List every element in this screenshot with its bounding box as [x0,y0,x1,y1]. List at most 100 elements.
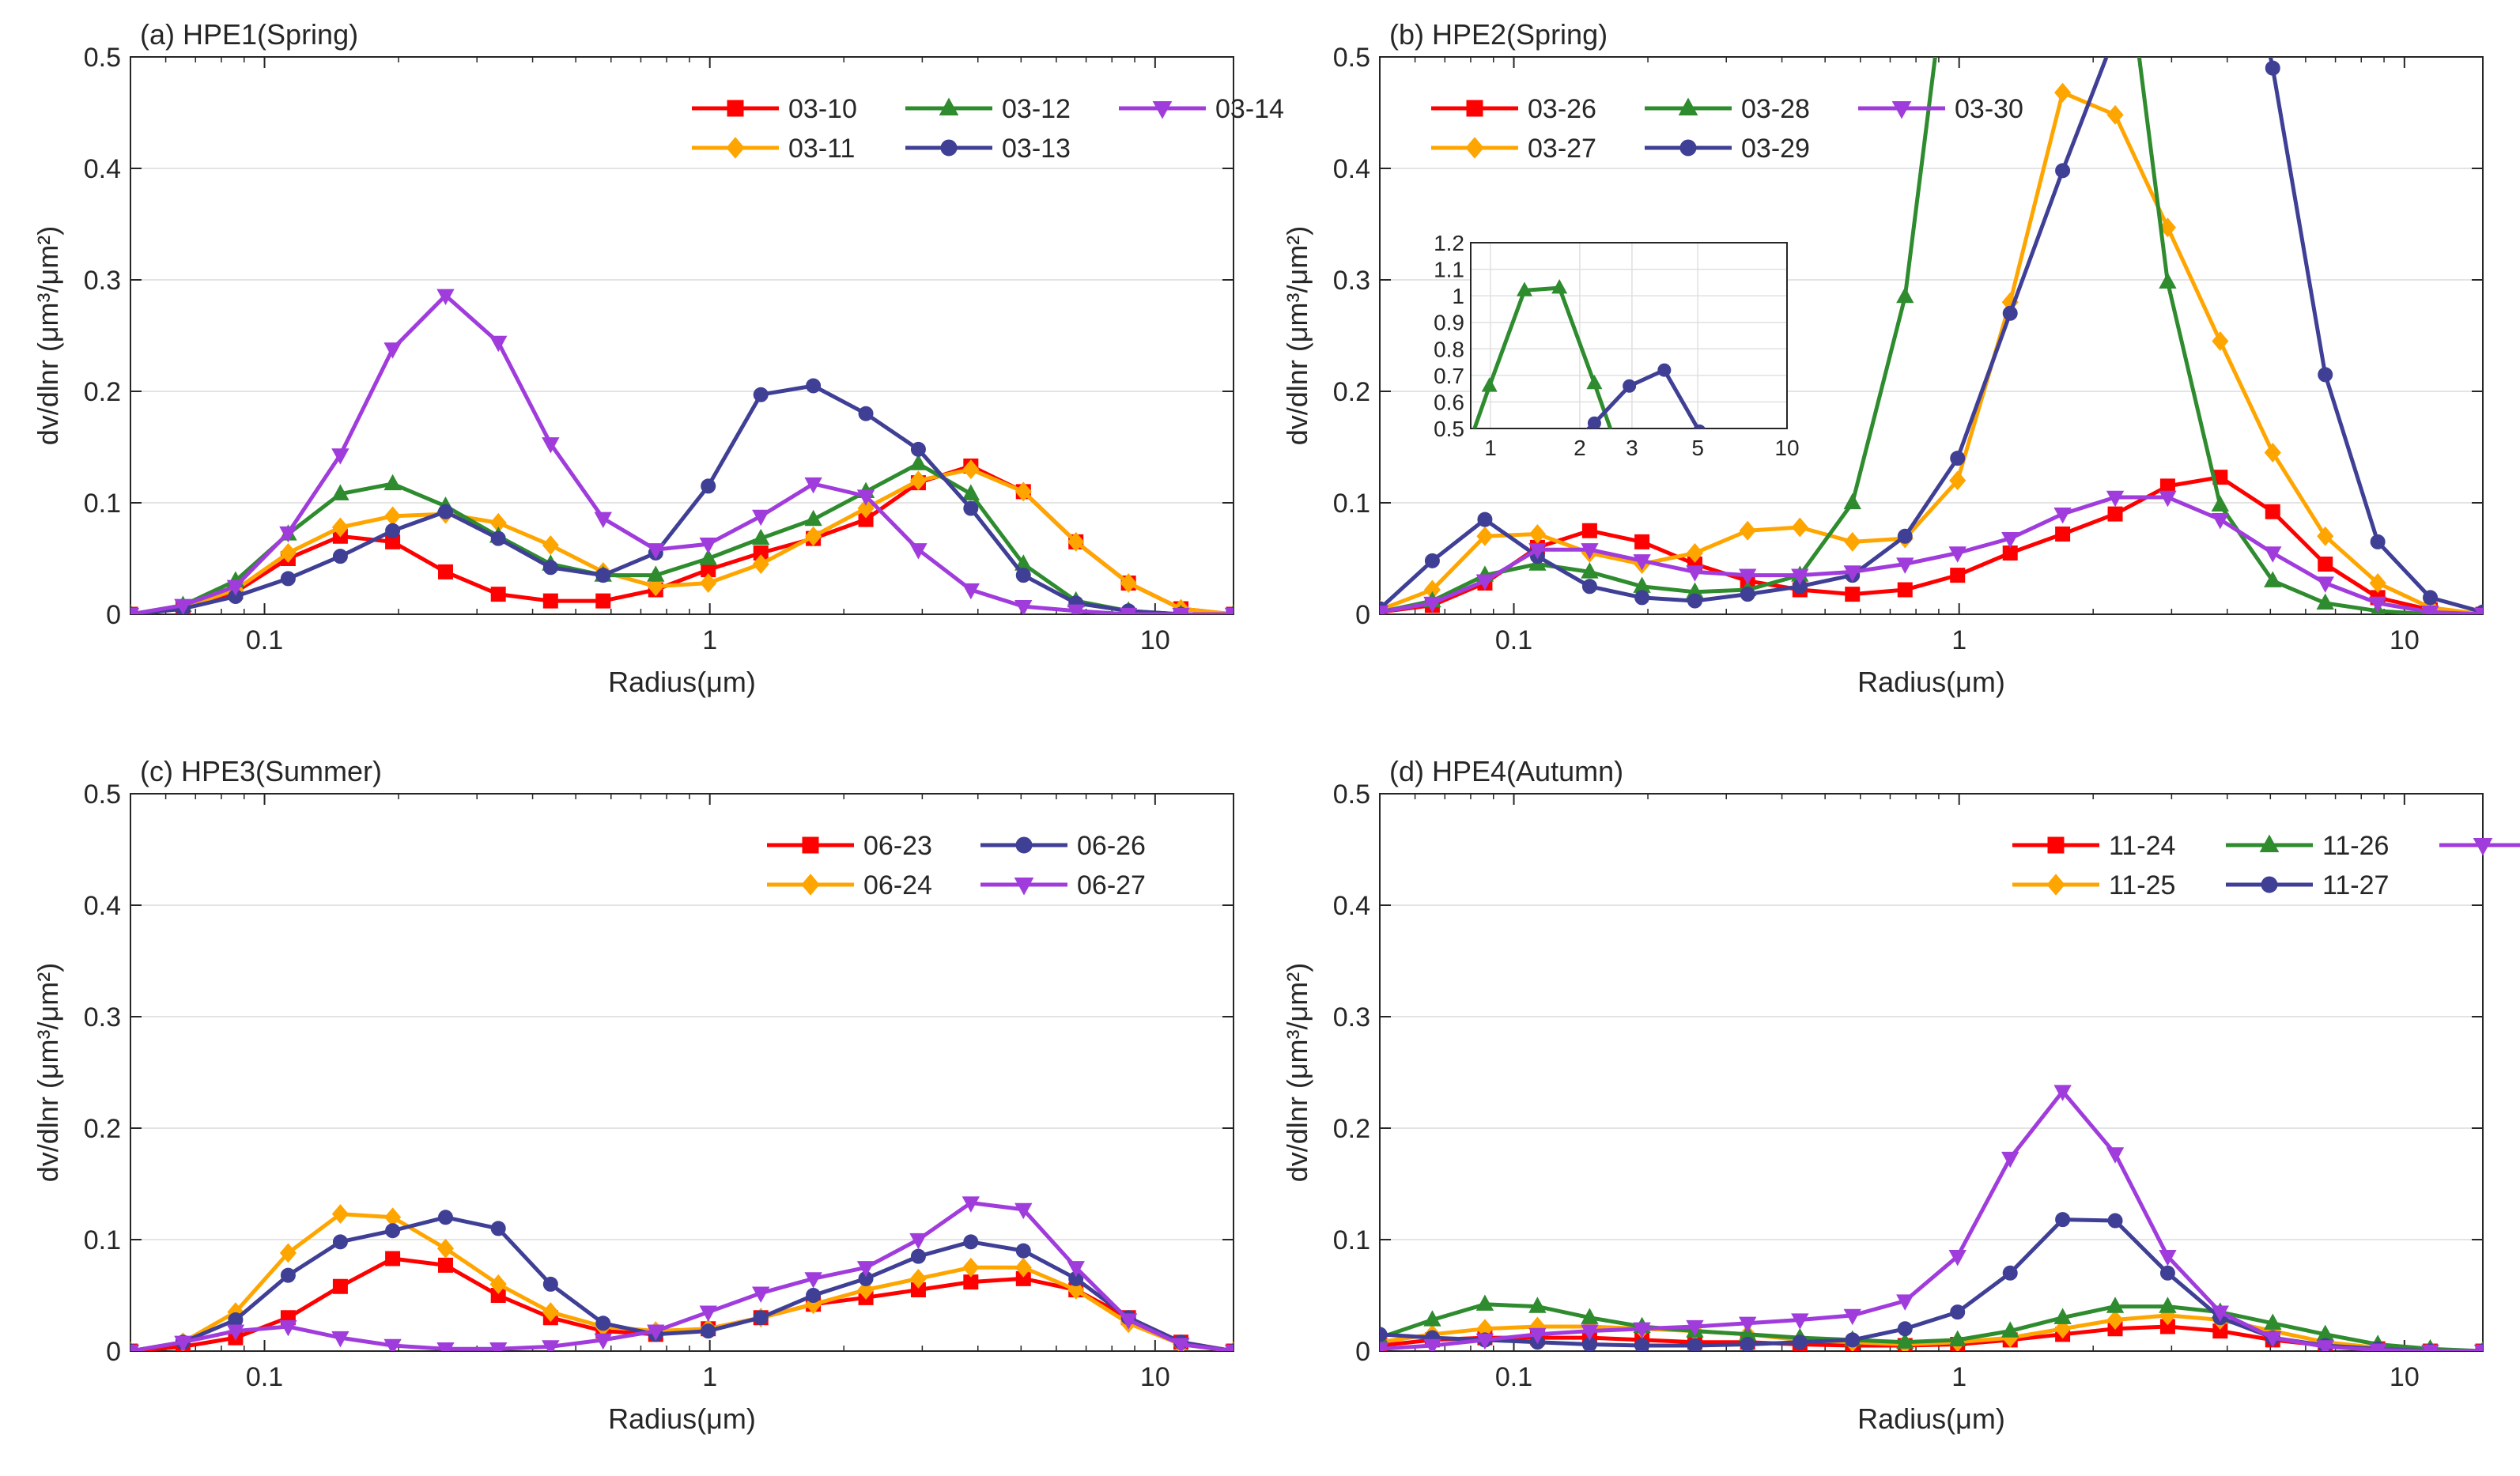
data-point-03-11 [331,517,349,538]
inset-y-tick-label: 0.5 [1434,417,1464,441]
series-line-03-13 [130,383,1234,614]
series-group [1380,1085,2483,1351]
data-point-06-27 [752,1286,770,1303]
data-point-06-27 [130,1344,140,1351]
data-point-03-30 [1843,565,1861,582]
data-point-03-12 [699,549,717,565]
data-point-03-27 [2264,443,2281,463]
legend-label: 03-10 [788,94,857,124]
y-tick-label: 0 [106,600,121,630]
x-axis-label: Radius(μm) [1857,666,2005,698]
data-point-03-13 [858,406,874,421]
data-point-11-26 [2053,1308,2072,1324]
data-point-03-11 [1014,481,1032,502]
data-point-03-14 [174,598,192,614]
inset-data-point-03-29 [1587,416,1601,428]
data-point-06-24 [962,1257,980,1278]
series-line-06-24 [130,1212,1234,1351]
data-point-03-29 [1740,587,1755,602]
y-tick-label: 0.3 [1333,1002,1370,1032]
legend-label: 03-13 [1002,134,1071,164]
inset-y-tick-label: 1 [1452,284,1464,308]
data-point-11-28 [1528,1327,1547,1345]
data-point-03-14 [699,538,717,554]
legend-marker [801,874,820,896]
data-point-11-26 [2159,1297,2177,1313]
data-point-06-27 [542,1340,560,1351]
data-point-03-30 [1948,546,1967,563]
inset-data-point-03-29 [1623,379,1637,393]
data-point-03-13 [542,560,558,576]
series-line-06-27 [130,1201,1234,1351]
data-point-03-14 [647,543,665,560]
y-axis-label: dv/dlnr (μm³/μm²) [32,226,64,445]
data-point-03-30 [1791,568,1809,585]
inset-series-line-03-28 [1472,285,1613,428]
data-point-11-26 [2001,1321,2019,1338]
inset-y-tick-label: 0.8 [1434,337,1464,361]
data-point-03-14 [383,342,402,359]
data-point-03-30 [1475,574,1494,591]
data-point-03-30 [1686,565,1704,582]
legend-label: 03-27 [1528,134,1596,164]
legend-label: 03-26 [1528,94,1596,124]
panel-3: 0 0.1 0.2 0.3 0.4 0.5 0.1 1 10 Radius(μm) dv/dlnr … [32,755,1234,1435]
x-tick-label: 1 [702,1362,717,1392]
data-point-11-27 [2002,1265,2018,1281]
data-point-06-27 [383,1338,402,1351]
data-point-11-26 [2106,1297,2125,1313]
data-point-03-30 [2473,607,2483,614]
data-point-03-30 [1528,543,1547,560]
data-point-03-11 [909,470,927,491]
data-point-03-29 [2423,590,2439,606]
y-tick-label: 0.2 [84,377,121,407]
panel-1: 0 0.1 0.2 0.3 0.4 0.5 0.1 1 10 Radius(μm) dv/dlnr … [32,18,1284,698]
data-point-06-26 [332,1234,348,1250]
data-point-03-14 [752,509,770,527]
data-point-11-28 [1633,1322,1651,1339]
data-point-06-26 [701,1323,716,1339]
data-point-03-14 [909,543,928,560]
data-point-11-28 [2421,1344,2439,1351]
data-point-06-26 [1015,1243,1031,1259]
data-point-03-29 [2265,60,2280,76]
data-point-03-26 [1845,587,1861,602]
data-point-11-28 [2106,1147,2125,1164]
legend: 03-26 03-27 03-28 03-29 03-30 [1431,94,2023,164]
data-point-03-26 [2055,526,2071,542]
data-point-06-27 [909,1233,928,1250]
data-point-06-27 [699,1305,717,1322]
data-point-11-26 [1475,1294,1494,1311]
data-point-11-27 [2159,1265,2175,1281]
data-point-11-27 [1845,1332,1861,1348]
data-point-11-28 [1686,1319,1704,1337]
series-group [130,289,1234,614]
series-line-03-26 [1380,475,2483,614]
panel-title: (d) HPE4(Autumn) [1389,755,1623,787]
data-point-11-28 [2316,1340,2334,1351]
series-line-11-28 [1380,1089,2483,1351]
data-point-06-26 [280,1267,296,1283]
data-point-03-13 [806,378,822,394]
y-tick-label: 0.5 [1333,43,1370,73]
inset-data-point-03-28 [1516,281,1533,296]
data-point-11-26 [2264,1313,2282,1330]
y-tick-label: 0.5 [84,43,121,73]
data-point-03-10 [595,593,611,609]
data-point-03-13 [701,478,716,494]
inset-box [1470,242,1788,429]
data-point-06-27 [594,1333,612,1350]
data-point-06-27 [856,1261,875,1278]
x-tick-label: 10 [1140,625,1170,655]
legend-marker [802,836,819,854]
data-point-06-27 [647,1324,665,1341]
legend-label: 03-14 [1215,94,1284,124]
x-tick-label: 1 [702,625,717,655]
inset-x-tick-label: 2 [1574,436,1586,460]
legend-label: 03-29 [1741,134,1810,164]
data-point-06-27 [1067,1261,1085,1278]
data-point-03-14 [1067,604,1085,614]
y-axis-label: dv/dlnr (μm³/μm²) [1281,226,1313,445]
inset-data-point-03-28 [1481,377,1498,392]
